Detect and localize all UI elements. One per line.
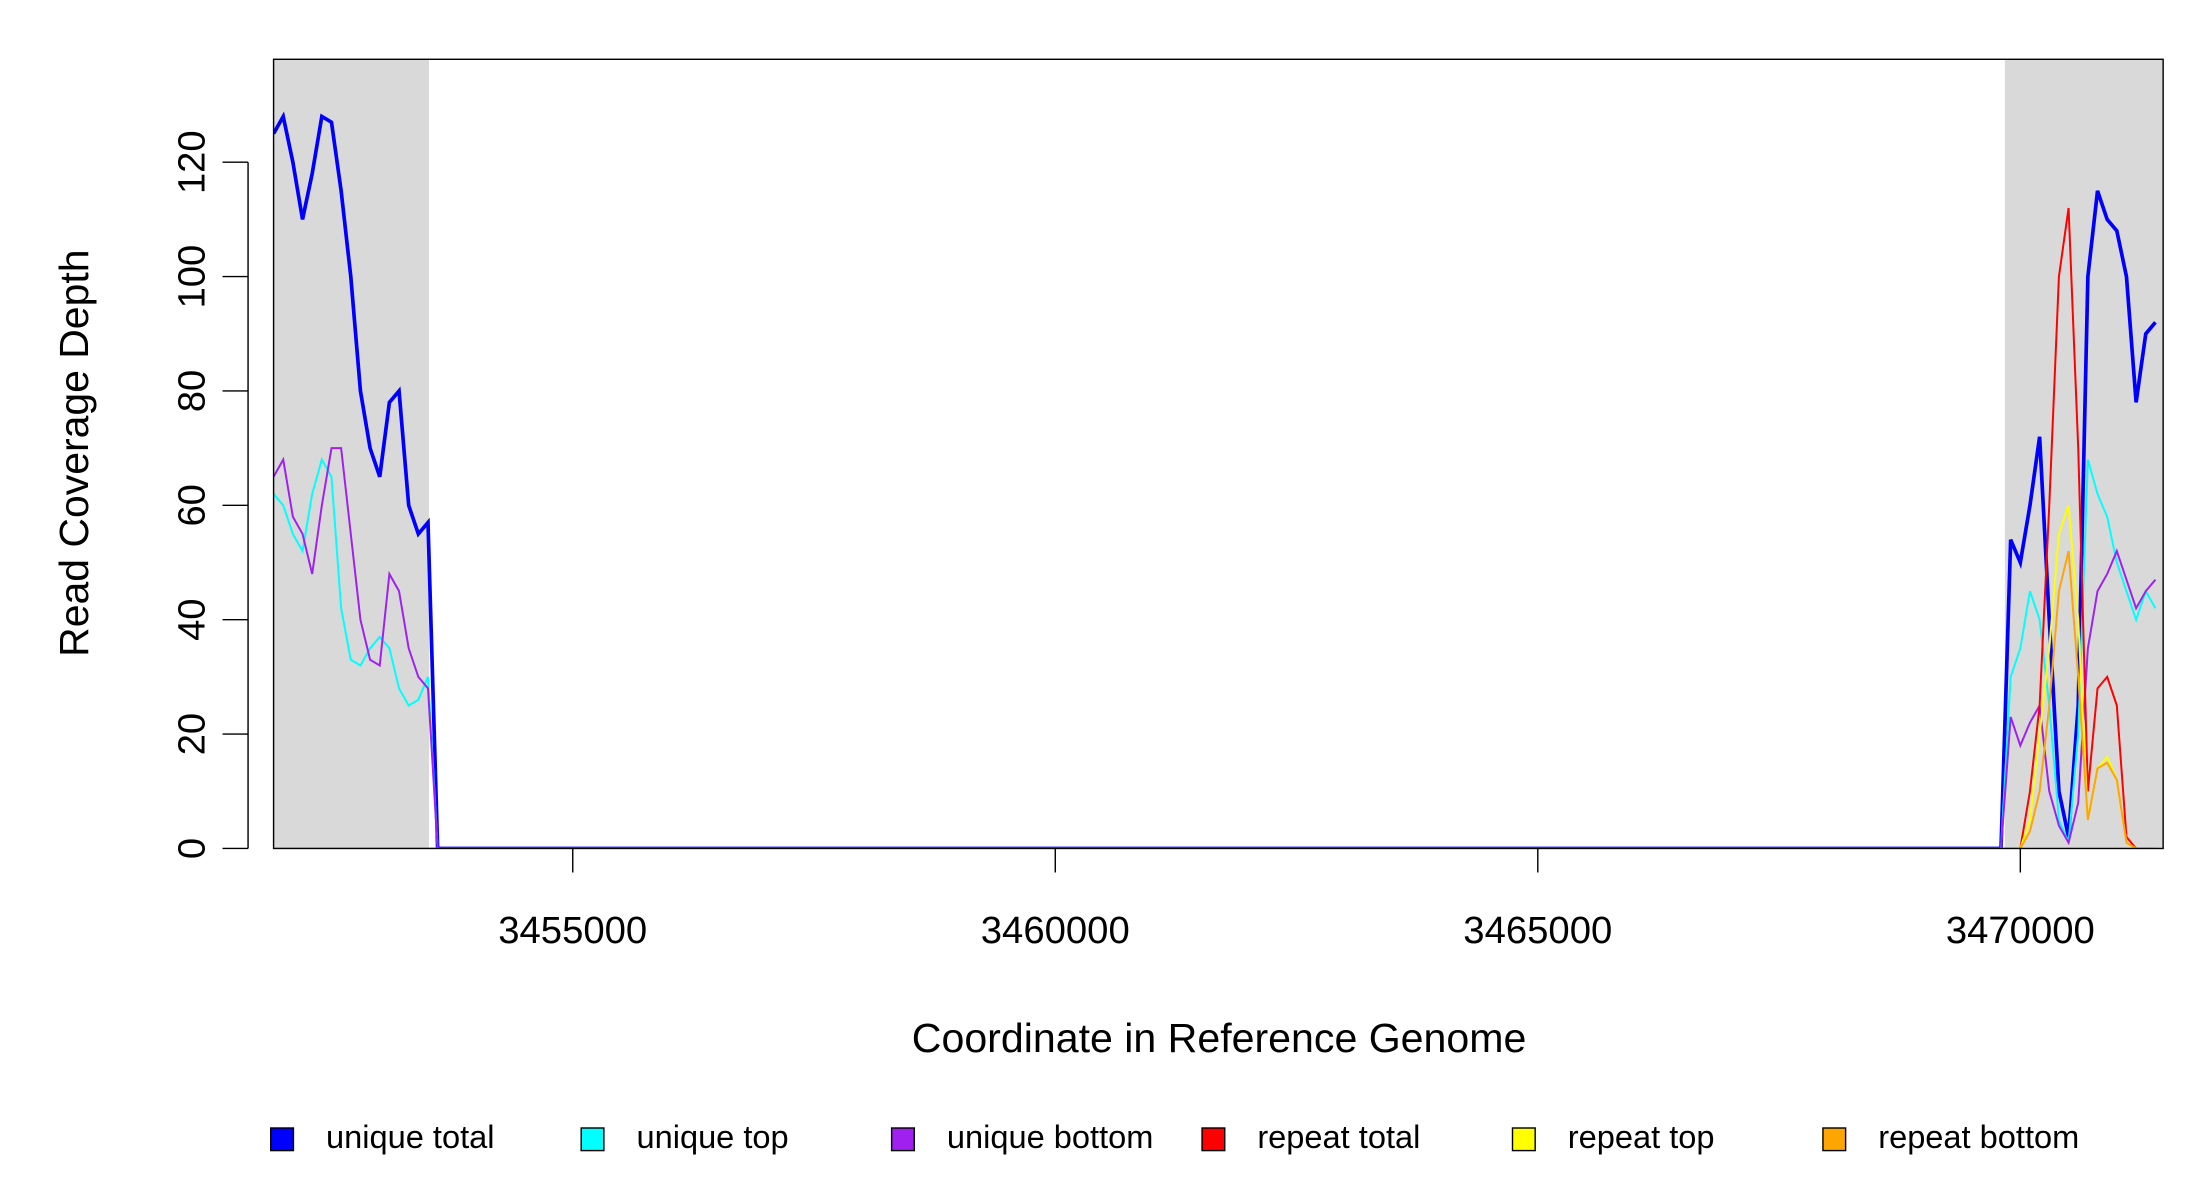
series-lines	[273, 111, 2157, 849]
legend-label: repeat bottom	[1878, 1119, 2079, 1155]
series-line	[273, 447, 2157, 849]
y-tick-label: 40	[170, 599, 213, 641]
y-tick-label: 20	[170, 713, 213, 755]
legend-label: repeat total	[1257, 1119, 1420, 1155]
y-tick-label: 60	[170, 484, 213, 526]
y-tick-label: 80	[170, 370, 213, 412]
x-tick-label: 3465000	[1463, 909, 1612, 952]
plot-background	[273, 59, 2164, 849]
legend-swatch	[580, 1127, 605, 1152]
x-axis-title: Coordinate in Reference Genome	[912, 1015, 1527, 1061]
legend-swatch	[890, 1127, 916, 1152]
x-tick-label: 3470000	[1946, 909, 2095, 952]
y-tick-label: 120	[170, 130, 213, 194]
series-line	[273, 111, 2157, 849]
x-tick-label: 3460000	[981, 909, 1130, 952]
legend-swatch	[1511, 1127, 1536, 1152]
legend-swatch	[1822, 1127, 1847, 1152]
series-line	[273, 207, 2156, 849]
series-line	[273, 457, 2157, 849]
y-tick-label: 100	[170, 245, 213, 309]
y-axis-title: Read Coverage Depth	[51, 250, 97, 657]
legend-swatch	[1201, 1127, 1226, 1152]
plot-frame	[272, 58, 2164, 850]
legend-label: unique bottom	[947, 1119, 1154, 1155]
series-line	[273, 505, 2156, 849]
legend-label: unique total	[326, 1119, 494, 1155]
legend-label: unique top	[636, 1119, 788, 1155]
series-line	[273, 550, 2156, 849]
y-tick-label: 0	[170, 838, 213, 859]
x-tick-label: 3455000	[498, 909, 647, 952]
legend-swatch	[270, 1127, 295, 1152]
legend-label: repeat top	[1568, 1119, 1715, 1155]
